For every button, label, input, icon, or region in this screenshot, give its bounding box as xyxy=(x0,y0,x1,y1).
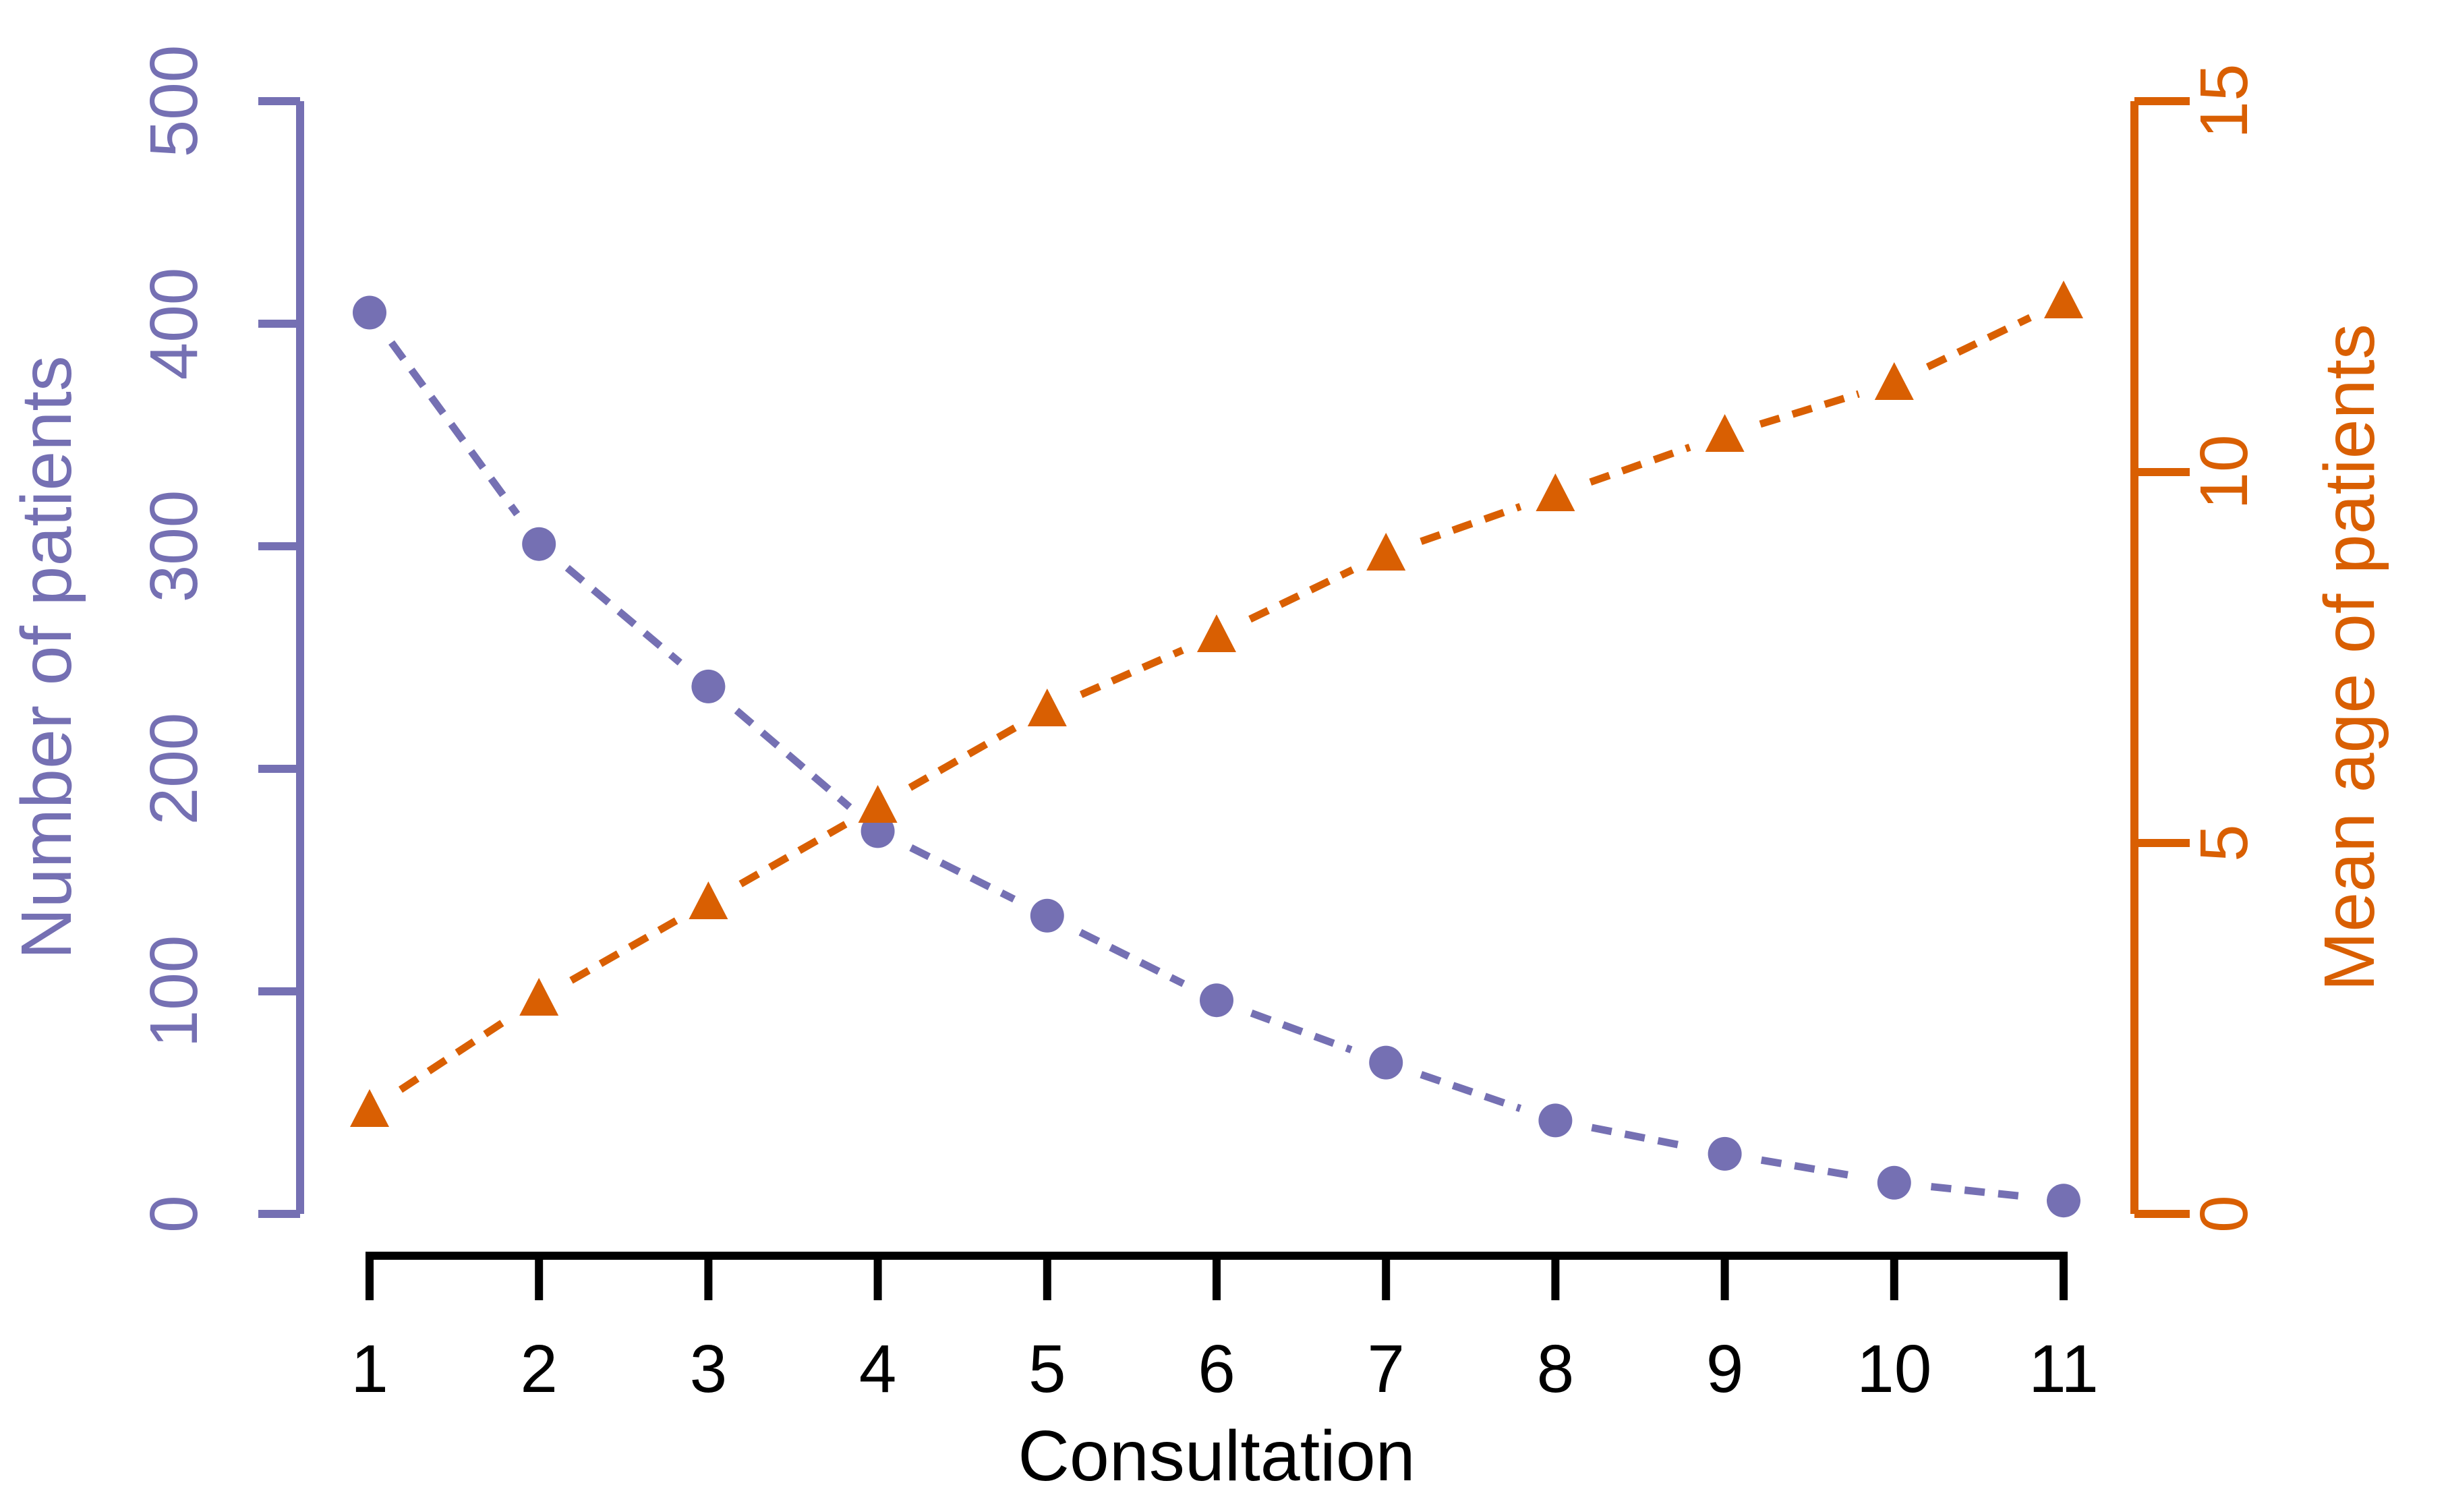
x-axis-tick-label: 2 xyxy=(520,1331,558,1407)
age-line-segment xyxy=(1420,502,1522,546)
age-line-segment xyxy=(398,1016,511,1093)
x-axis-tick-label: 9 xyxy=(1706,1331,1744,1407)
patients-line-segment xyxy=(1420,1071,1522,1112)
age-point xyxy=(1366,533,1406,571)
patients-point xyxy=(1200,983,1233,1018)
right-axis-title: Mean age of patients xyxy=(2310,324,2389,991)
x-axis-tick-label: 10 xyxy=(1857,1331,1931,1407)
x-axis-tick-label: 1 xyxy=(351,1331,388,1407)
left-axis-tick-label: 400 xyxy=(136,268,212,380)
left-axis-tick-label: 300 xyxy=(136,490,212,603)
patients-point xyxy=(691,669,726,703)
age-line-segment xyxy=(738,821,848,888)
patients-point xyxy=(522,527,556,561)
right-axis-tick-label: 0 xyxy=(2186,1195,2262,1233)
x-axis-tick-label: 3 xyxy=(690,1331,728,1407)
age-point xyxy=(1874,362,1914,400)
patients-line-segment xyxy=(564,564,682,666)
right-axis-tick-label: 15 xyxy=(2186,63,2262,138)
age-point xyxy=(1705,414,1745,452)
x-axis-tick-label: 4 xyxy=(859,1331,897,1407)
patients-point xyxy=(1877,1165,1911,1200)
age-point xyxy=(1197,614,1236,652)
patients-point xyxy=(1708,1136,1742,1171)
age-line-segment xyxy=(1925,314,2032,371)
left-axis-tick-label: 100 xyxy=(136,935,212,1048)
age-point xyxy=(350,1089,389,1127)
age-point xyxy=(689,881,728,919)
left-axis-tick-label: 0 xyxy=(136,1195,212,1233)
age-point xyxy=(519,978,559,1016)
age-point xyxy=(858,785,898,823)
x-axis-tick-label: 7 xyxy=(1367,1331,1405,1407)
age-line-segment xyxy=(1589,443,1691,486)
left-axis-tick-label: 200 xyxy=(136,713,212,825)
patients-line-segment xyxy=(1591,1124,1689,1151)
x-axis-tick-label: 5 xyxy=(1028,1331,1066,1407)
patients-line-segment xyxy=(1760,1156,1859,1180)
patients-line-segment xyxy=(1078,929,1186,987)
patients-point xyxy=(1538,1103,1573,1138)
left-axis-tick-label: 500 xyxy=(136,45,212,158)
age-line-segment xyxy=(1079,647,1184,698)
right-axis-tick-label: 5 xyxy=(2186,824,2262,862)
patients-point xyxy=(1369,1045,1403,1080)
age-line-segment xyxy=(908,724,1017,791)
age-point xyxy=(2044,281,2083,318)
left-axis-title: Number of patients xyxy=(7,355,86,960)
patients-point xyxy=(353,295,386,330)
patients-point xyxy=(1030,898,1064,933)
x-axis-tick-label: 11 xyxy=(2029,1331,2099,1407)
age-point xyxy=(1536,473,1575,511)
x-axis-title: Consultation xyxy=(1018,1416,1415,1496)
age-point xyxy=(1027,689,1067,726)
x-axis-tick-label: 8 xyxy=(1537,1331,1575,1407)
patients-line-segment xyxy=(734,707,852,810)
patients-line-segment xyxy=(388,340,521,517)
patients-line-segment xyxy=(1930,1183,2027,1200)
age-line-segment xyxy=(1759,390,1860,428)
patients-line-segment xyxy=(1250,1010,1353,1053)
right-axis-tick-label: 10 xyxy=(2186,434,2262,509)
patients-line-segment xyxy=(909,844,1016,903)
x-axis-tick-label: 6 xyxy=(1198,1331,1235,1407)
age-line-segment xyxy=(1248,566,1355,623)
chart-plot-area: 0 100 200 300 400 500 0 5 10 15 1 2 3 4 5 6 7 8 9 10 11 xyxy=(136,45,2262,1407)
patients-point xyxy=(2047,1184,2080,1218)
age-line-segment xyxy=(569,917,678,984)
